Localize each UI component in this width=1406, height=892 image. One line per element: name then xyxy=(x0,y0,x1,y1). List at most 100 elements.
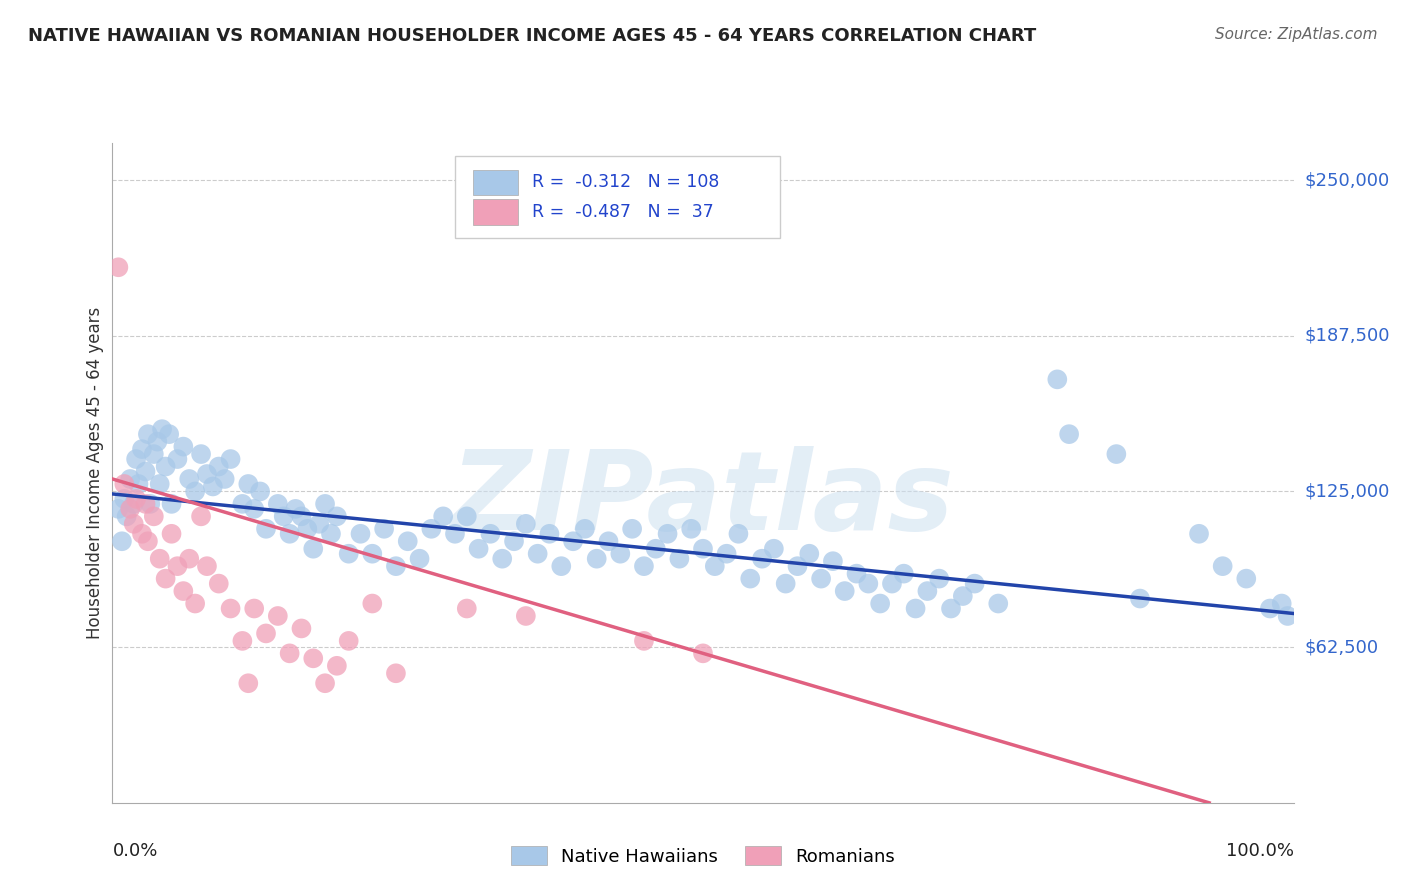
Point xyxy=(278,646,301,660)
Point xyxy=(456,509,478,524)
Point xyxy=(491,551,513,566)
Point xyxy=(1188,526,1211,541)
Text: $250,000: $250,000 xyxy=(1305,171,1391,189)
Point xyxy=(208,459,231,474)
Point xyxy=(139,497,162,511)
Point xyxy=(858,576,880,591)
Point xyxy=(131,442,153,456)
Point xyxy=(373,522,395,536)
Point xyxy=(1212,559,1234,574)
Point xyxy=(821,554,844,568)
Text: 0.0%: 0.0% xyxy=(112,842,157,861)
Point xyxy=(136,427,159,442)
Text: 100.0%: 100.0% xyxy=(1226,842,1294,861)
Point xyxy=(692,541,714,556)
Point xyxy=(243,601,266,615)
Point xyxy=(160,526,183,541)
Point xyxy=(657,526,679,541)
Point xyxy=(751,551,773,566)
Point xyxy=(893,566,915,581)
Point xyxy=(314,497,336,511)
Point xyxy=(526,547,548,561)
Point xyxy=(834,584,856,599)
Point xyxy=(172,440,194,454)
Point xyxy=(385,559,408,574)
Point xyxy=(621,522,644,536)
Point xyxy=(302,651,325,665)
Text: R =  -0.312   N = 108: R = -0.312 N = 108 xyxy=(531,173,718,191)
Point xyxy=(880,576,903,591)
Point xyxy=(238,477,260,491)
Point xyxy=(219,601,242,615)
FancyBboxPatch shape xyxy=(456,156,780,238)
Point xyxy=(131,526,153,541)
Point xyxy=(127,477,149,491)
Point xyxy=(231,633,253,648)
Point xyxy=(111,534,134,549)
Point xyxy=(149,477,172,491)
Point xyxy=(762,541,785,556)
Point xyxy=(420,522,443,536)
Point xyxy=(249,484,271,499)
Point xyxy=(157,427,180,442)
Point xyxy=(562,534,585,549)
Point xyxy=(314,676,336,690)
Point xyxy=(503,534,526,549)
Point xyxy=(869,597,891,611)
Point xyxy=(308,516,330,531)
Point xyxy=(190,447,212,461)
Text: $125,000: $125,000 xyxy=(1305,483,1391,500)
Point xyxy=(1129,591,1152,606)
Point xyxy=(681,522,703,536)
Point xyxy=(195,559,218,574)
Point xyxy=(349,526,371,541)
Point xyxy=(574,522,596,536)
Point xyxy=(125,452,148,467)
Point xyxy=(155,459,177,474)
Point xyxy=(201,479,224,493)
Point xyxy=(254,626,277,640)
Point xyxy=(444,526,467,541)
Point xyxy=(273,509,295,524)
Point xyxy=(337,633,360,648)
Point xyxy=(692,646,714,660)
Point xyxy=(172,584,194,599)
Point xyxy=(633,633,655,648)
Point xyxy=(122,516,145,531)
Point xyxy=(515,516,537,531)
Point xyxy=(716,547,738,561)
Point xyxy=(297,522,319,536)
Point xyxy=(361,597,384,611)
Point xyxy=(107,260,129,275)
Point xyxy=(385,666,408,681)
Point xyxy=(1234,572,1257,586)
Point xyxy=(142,447,165,461)
Point xyxy=(917,584,939,599)
Point xyxy=(904,601,927,615)
Point xyxy=(112,477,135,491)
Point xyxy=(160,497,183,511)
Point xyxy=(538,526,561,541)
Point xyxy=(1271,597,1294,611)
Point xyxy=(319,526,342,541)
Point xyxy=(668,551,690,566)
Point xyxy=(290,622,312,636)
Point xyxy=(432,509,454,524)
Point xyxy=(122,497,145,511)
Point xyxy=(703,559,725,574)
Point xyxy=(179,551,201,566)
Point xyxy=(219,452,242,467)
Point xyxy=(120,501,142,516)
Point xyxy=(326,658,349,673)
Point xyxy=(952,589,974,603)
Point xyxy=(146,434,169,449)
Point xyxy=(928,572,950,586)
Point xyxy=(179,472,201,486)
Point xyxy=(550,559,572,574)
Point xyxy=(1105,447,1128,461)
Point xyxy=(408,551,430,566)
Point xyxy=(1046,372,1069,386)
Point xyxy=(184,597,207,611)
Point xyxy=(845,566,868,581)
Point xyxy=(214,472,236,486)
